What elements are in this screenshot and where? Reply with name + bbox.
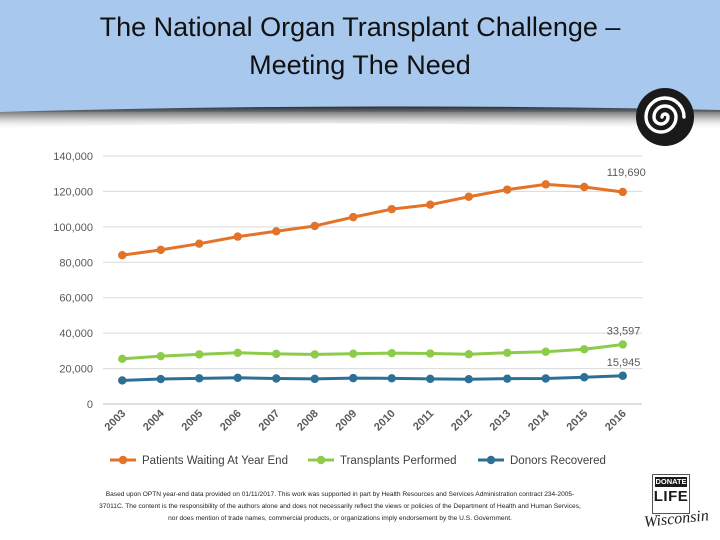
data-point-donors-recovered bbox=[580, 373, 589, 382]
data-label-patients-waiting-at-year-end: 119,690 bbox=[607, 167, 646, 179]
data-point-patients-waiting-at-year-end bbox=[233, 232, 242, 241]
data-point-patients-waiting-at-year-end bbox=[426, 200, 435, 209]
data-point-transplants-performed bbox=[618, 340, 627, 349]
data-point-patients-waiting-at-year-end bbox=[349, 212, 358, 222]
data-point-transplants-performed bbox=[541, 347, 550, 356]
y-tick-label: 40,000 bbox=[59, 328, 93, 340]
data-point-donors-recovered bbox=[156, 374, 165, 384]
data-point-donors-recovered bbox=[541, 374, 550, 383]
data-point-transplants-performed bbox=[349, 349, 358, 358]
data-point-donors-recovered bbox=[387, 374, 396, 383]
data-point-donors-recovered bbox=[195, 374, 204, 383]
x-tick-label: 2012 bbox=[449, 408, 475, 434]
series-line-donors-recovered bbox=[122, 374, 623, 382]
x-tick-label: 2005 bbox=[180, 408, 206, 434]
data-point-patients-waiting-at-year-end bbox=[156, 245, 165, 255]
organ-transplant-line-chart: 0 20,000 40,000 60,000 80,000 100,000 120,000 1… bbox=[53, 151, 646, 467]
title-line-1: The National Organ Transplant Challenge … bbox=[99, 12, 621, 42]
y-tick-label: 140,000 bbox=[53, 151, 93, 163]
y-tick-label: 20,000 bbox=[59, 364, 93, 376]
data-point-transplants-performed bbox=[233, 348, 242, 358]
legend-label-transplants-performed: Transplants Performed bbox=[340, 455, 457, 467]
data-point-transplants-performed bbox=[195, 350, 204, 359]
legend-marker-donors-recovered bbox=[486, 455, 496, 465]
data-point-transplants-performed bbox=[464, 350, 473, 359]
data-point-donors-recovered bbox=[464, 375, 473, 384]
x-tick-label: 2010 bbox=[372, 408, 398, 434]
series-line-transplants-performed bbox=[122, 342, 623, 361]
x-tick-label: 2014 bbox=[526, 407, 552, 433]
data-point-patients-waiting-at-year-end bbox=[310, 221, 319, 231]
y-tick-label: 60,000 bbox=[59, 293, 93, 305]
logo-life-text: LIFE bbox=[653, 488, 689, 505]
data-point-patients-waiting-at-year-end bbox=[541, 180, 550, 189]
footnote-line-1: Based upon OPTN year-end data provided o… bbox=[105, 491, 575, 498]
x-tick-label: 2003 bbox=[103, 408, 129, 434]
x-tick-label: 2009 bbox=[334, 408, 360, 434]
y-tick-label: 80,000 bbox=[59, 257, 93, 269]
x-tick-label: 2015 bbox=[565, 408, 591, 434]
y-tick-label: 0 bbox=[87, 399, 93, 411]
banner-shadow bbox=[0, 106, 720, 130]
x-tick-label: 2013 bbox=[488, 408, 514, 434]
data-point-donors-recovered bbox=[349, 373, 358, 383]
legend-label-patients-waiting-at-year-end: Patients Waiting At Year End bbox=[142, 455, 288, 467]
data-point-transplants-performed bbox=[503, 348, 512, 358]
y-tick-label: 120,000 bbox=[53, 186, 93, 198]
footnote-line-2: 37011C. The content is the responsibilit… bbox=[99, 503, 581, 510]
legend-marker-transplants-performed bbox=[316, 455, 326, 465]
data-point-donors-recovered bbox=[233, 373, 242, 382]
data-point-transplants-performed bbox=[156, 351, 165, 361]
data-point-donors-recovered bbox=[426, 374, 435, 384]
y-tick-label: 100,000 bbox=[53, 222, 93, 234]
x-tick-label: 2004 bbox=[141, 407, 167, 433]
x-tick-label: 2006 bbox=[218, 408, 244, 434]
data-point-patients-waiting-at-year-end bbox=[272, 227, 281, 236]
data-point-patients-waiting-at-year-end bbox=[580, 182, 589, 192]
data-point-donors-recovered bbox=[310, 374, 319, 384]
data-point-transplants-performed bbox=[118, 354, 127, 364]
x-tick-label: 2007 bbox=[257, 408, 283, 434]
data-point-patients-waiting-at-year-end bbox=[195, 239, 204, 248]
data-point-donors-recovered bbox=[118, 376, 127, 385]
data-point-patients-waiting-at-year-end bbox=[618, 187, 627, 197]
data-point-patients-waiting-at-year-end bbox=[387, 204, 396, 214]
data-point-donors-recovered bbox=[618, 371, 627, 380]
data-point-transplants-performed bbox=[580, 345, 589, 354]
data-point-transplants-performed bbox=[272, 349, 281, 359]
data-label-donors-recovered: 15,945 bbox=[607, 357, 641, 369]
title-line-2: Meeting The Need bbox=[249, 50, 471, 80]
legend-marker-patients-waiting-at-year-end bbox=[118, 455, 128, 465]
slide-title: The National Organ Transplant Challenge … bbox=[0, 8, 720, 84]
swirl-logo-icon bbox=[636, 88, 694, 146]
donate-life-badge: DONATE LIFE bbox=[652, 474, 690, 514]
data-source-footnote: Based upon OPTN year-end data provided o… bbox=[40, 489, 640, 525]
data-point-transplants-performed bbox=[387, 348, 396, 358]
data-point-transplants-performed bbox=[426, 349, 435, 358]
data-point-patients-waiting-at-year-end bbox=[464, 192, 473, 201]
data-point-patients-waiting-at-year-end bbox=[503, 185, 512, 194]
legend-label-donors-recovered: Donors Recovered bbox=[510, 455, 606, 467]
donate-life-wisconsin-logo: DONATE LIFE Wisconsin bbox=[643, 472, 720, 540]
title-banner bbox=[0, 0, 720, 112]
data-point-patients-waiting-at-year-end bbox=[118, 251, 127, 260]
footnote-line-3: nor does mention of trade names, commerc… bbox=[168, 515, 512, 522]
x-tick-label: 2008 bbox=[295, 408, 321, 434]
x-tick-label: 2016 bbox=[603, 408, 629, 434]
logo-donate-text: DONATE bbox=[655, 477, 687, 487]
data-label-transplants-performed: 33,597 bbox=[607, 325, 641, 337]
data-point-donors-recovered bbox=[503, 374, 512, 383]
x-tick-label: 2011 bbox=[411, 408, 436, 433]
data-point-transplants-performed bbox=[310, 350, 319, 359]
data-point-donors-recovered bbox=[272, 374, 281, 383]
series-line-patients-waiting-at-year-end bbox=[122, 182, 623, 257]
